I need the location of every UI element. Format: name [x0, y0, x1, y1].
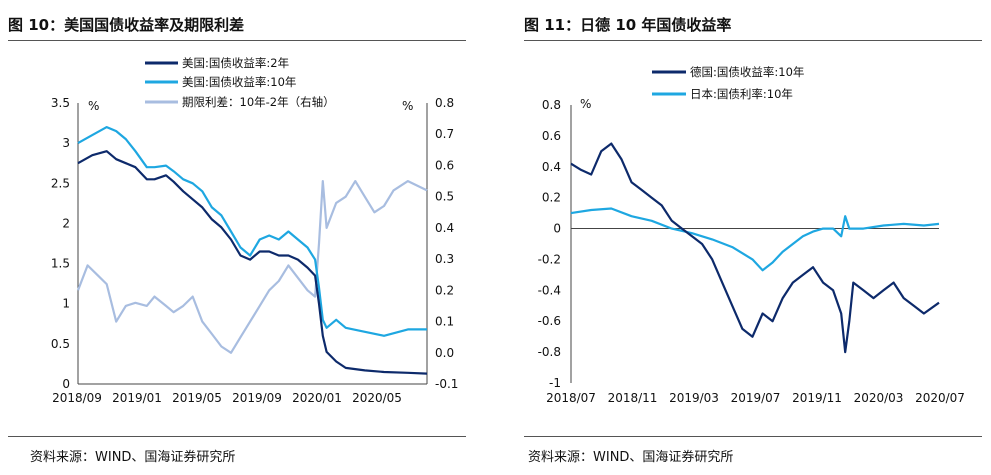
x-tick-label: 2020/01 — [292, 391, 342, 405]
y-tick-label-right: 0.7 — [435, 127, 454, 141]
y-tick-label-left: 3.5 — [51, 96, 70, 110]
y-tick-label-left: 0 — [62, 377, 70, 391]
left-footer-rule — [8, 436, 466, 437]
y-tick-label: -0.8 — [538, 345, 561, 359]
series-line — [570, 207, 940, 272]
series-line — [570, 142, 940, 354]
legend-label: 德国:国债收益率:10年 — [690, 65, 804, 79]
x-tick-label: 2020/03 — [854, 391, 904, 405]
y-tick-label: 0.2 — [542, 191, 561, 205]
y-tick-label-right: 0.1 — [435, 315, 454, 329]
y-tick-label: 0 — [553, 222, 561, 236]
left-source-note: 资料来源：WIND、国海证券研究所 — [30, 450, 236, 465]
y-tick-label: -1 — [549, 376, 561, 390]
y-tick-label-right: 0.8 — [435, 96, 454, 110]
right-title-rule — [524, 40, 982, 41]
right-unit-label: % — [402, 99, 413, 113]
series-line — [77, 126, 427, 337]
y-tick-label: 0.6 — [542, 129, 561, 143]
y-tick-label-right: 0.5 — [435, 190, 454, 204]
legend-label: 美国:国债收益率:10年 — [182, 75, 296, 89]
y-tick-label: -0.2 — [538, 252, 561, 266]
x-tick-label: 2020/05 — [352, 391, 402, 405]
y-tick-label-right: 0.3 — [435, 252, 454, 266]
right-chart-title: 图 11：日德 10 年国债收益率 — [524, 16, 732, 34]
x-tick-label: 2018/09 — [52, 391, 102, 405]
x-tick-label: 2019/01 — [112, 391, 162, 405]
legend-label: 期限利差：10年-2年（右轴） — [182, 95, 335, 109]
y-tick-label: -0.6 — [538, 314, 561, 328]
y-tick-label-left: 3 — [62, 136, 70, 150]
y-tick-label-right: 0.2 — [435, 283, 454, 297]
right-footer-rule — [524, 436, 982, 437]
x-tick-label: 2020/07 — [915, 391, 965, 405]
x-tick-label: 2019/09 — [232, 391, 282, 405]
y-tick-label-left: 0.5 — [51, 337, 70, 351]
y-tick-label-left: 1.5 — [51, 257, 70, 271]
y-tick-label-left: 2 — [62, 216, 70, 230]
y-tick-label: -0.4 — [538, 283, 561, 297]
unit-label: % — [580, 97, 591, 111]
y-tick-label: 0.4 — [542, 160, 561, 174]
legend-label: 日本:国债利率:10年 — [690, 87, 793, 101]
y-tick-label-right: 0.6 — [435, 158, 454, 172]
series-line — [76, 180, 428, 354]
right-source-note: 资料来源：WIND、国海证券研究所 — [528, 450, 734, 465]
x-tick-label: 2019/11 — [792, 391, 842, 405]
legend-label: 美国:国债收益率:2年 — [182, 56, 289, 70]
left-title-rule — [8, 40, 466, 41]
y-tick-label-right: -0.1 — [435, 377, 458, 391]
x-tick-label: 2019/05 — [172, 391, 222, 405]
x-tick-label: 2018/11 — [608, 391, 658, 405]
left-chart-title: 图 10：美国国债收益率及期限利差 — [8, 16, 245, 34]
y-tick-label: 0.8 — [542, 98, 561, 112]
y-tick-label-left: 1 — [62, 297, 70, 311]
series-line — [77, 150, 428, 375]
x-tick-label: 2018/07 — [546, 391, 596, 405]
y-tick-label-right: 0.0 — [435, 346, 454, 360]
y-tick-label-right: 0.4 — [435, 221, 454, 235]
y-tick-label-left: 2.5 — [51, 176, 70, 190]
x-tick-label: 2019/07 — [731, 391, 781, 405]
left-unit-label: % — [88, 99, 99, 113]
x-tick-label: 2019/03 — [669, 391, 719, 405]
